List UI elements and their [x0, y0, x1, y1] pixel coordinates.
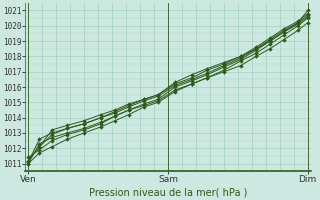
- X-axis label: Pression niveau de la mer( hPa ): Pression niveau de la mer( hPa ): [89, 187, 247, 197]
